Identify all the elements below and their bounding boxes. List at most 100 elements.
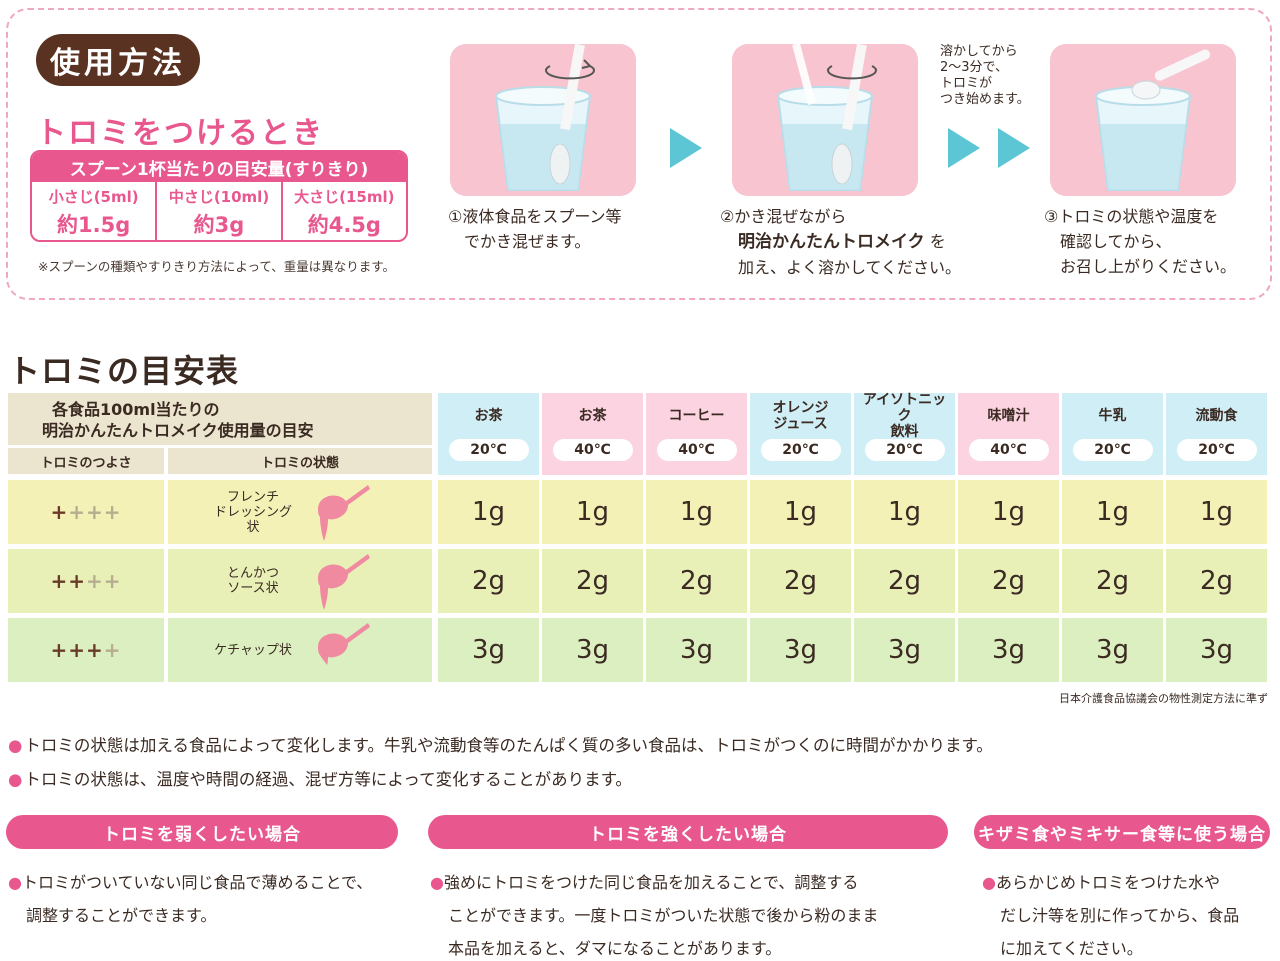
- tip-text-minced: ●あらかじめトロミをつけた水や だし汁等を別に作ってから、食品 に加えてください…: [982, 866, 1272, 961]
- temperature-badge: 40℃: [968, 439, 1049, 461]
- spoon-amount: 約1.5g: [57, 212, 131, 237]
- column-header: お茶 40℃: [542, 393, 643, 475]
- dissolve-note-line: トロミが: [940, 76, 993, 91]
- step1-illustration: [450, 44, 636, 196]
- step2-illustration: [732, 44, 918, 196]
- amount-cell: 1g: [958, 480, 1059, 544]
- food-name: お茶: [474, 408, 503, 424]
- dissolve-note-line: つき始めます。: [940, 92, 1030, 107]
- table-description-line: 明治かんたんトロメイク使用量の目安: [42, 421, 314, 440]
- amount-cell: 2g: [1062, 549, 1163, 613]
- strength-off: ++: [86, 569, 122, 593]
- column-header: アイソトニック 飲料 20℃: [854, 392, 955, 475]
- column-header: 牛乳 20℃: [1062, 393, 1163, 475]
- step-line: ①液体食品をスプーン等: [448, 207, 622, 226]
- temperature-badge: 20℃: [1176, 439, 1257, 461]
- spoon-amount-table: スプーン1杯当たりの目安量(すりきり) 小さじ(5ml) 約1.5g 中さじ(1…: [30, 150, 408, 242]
- column-header: 味噌汁 40℃: [958, 393, 1059, 475]
- column-header: お茶 20℃: [438, 393, 539, 475]
- measurement-source: 日本介護食品協議会の物性測定方法に準ず: [1059, 692, 1268, 705]
- temperature-badge: 20℃: [864, 439, 945, 461]
- food-name: 牛乳: [1098, 408, 1127, 424]
- note-bullet: トロミの状態は加える食品によって変化します。牛乳や流動食等のたんぱく質の多い食品…: [8, 732, 992, 756]
- amount-cell: 1g: [1062, 480, 1163, 544]
- add-thickness-title: トロミをつけるとき: [36, 116, 324, 151]
- strength-indicator: ++++: [8, 549, 164, 613]
- food-name: 流動食: [1195, 408, 1238, 424]
- strength-indicator: ++++: [8, 618, 164, 682]
- step-line: ③トロミの状態や温度を: [1044, 207, 1219, 226]
- step-line: 確認してから、: [1044, 232, 1172, 251]
- amount-cell: 3g: [542, 618, 643, 682]
- tip-title-stronger: トロミを強くしたい場合: [428, 815, 948, 849]
- tip-text-stronger: ●強めにトロミをつけた同じ食品を加えることで、調整する ことができます。一度トロ…: [430, 866, 950, 961]
- step3-illustration: [1050, 44, 1236, 196]
- amount-cell: 2g: [750, 549, 851, 613]
- spoon-size: 中さじ(10ml): [168, 187, 270, 206]
- step-line: 加え、よく溶かしてください。: [738, 258, 962, 277]
- spoon-cell-large: 大さじ(15ml) 約4.5g: [283, 182, 406, 240]
- step1-text: ①液体食品をスプーン等 でかき混ぜます。: [448, 204, 622, 254]
- amount-cell: 1g: [854, 480, 955, 544]
- tip-line: 本品を加えると、ダマになることがあります。: [448, 939, 782, 958]
- step-line: ②かき混ぜながら: [720, 207, 847, 226]
- brand-name: 明治かんたんトロメイク: [738, 232, 925, 252]
- tip-line: ことができます。一度トロミがついた状態で後から粉のまま: [448, 906, 879, 925]
- tip-text-weaker: ●トロミがついていない同じ食品で薄めることで、 調整することができます。: [8, 866, 408, 932]
- amount-cell: 2g: [646, 549, 747, 613]
- amount-cell: 3g: [646, 618, 747, 682]
- step-line: お召し上がりください。: [1044, 257, 1237, 276]
- table-description: 各食品100ml当たりの 明治かんたんトロメイク使用量の目安: [8, 393, 432, 445]
- temperature-badge: 20℃: [1072, 439, 1153, 461]
- temperature-badge: 20℃: [760, 439, 841, 461]
- glass-spoon-icon: [494, 44, 595, 191]
- amount-cell: 1g: [750, 480, 851, 544]
- food-name: オレンジ ジュース: [772, 400, 829, 432]
- tip-line: 調整することができます。: [26, 906, 217, 925]
- thick-liquid-spoon-icon: [318, 485, 370, 541]
- note-bullet: トロミの状態は、温度や時間の経過、混ぜ方等によって変化することがあります。: [8, 766, 632, 790]
- header-state: トロミの状態: [168, 448, 432, 474]
- amount-cell: 3g: [750, 618, 851, 682]
- amount-cell: 2g: [1166, 549, 1267, 613]
- dissolve-note: 溶かしてから 2〜3分で、 トロミが つき始めます。: [940, 44, 1030, 108]
- header-strength: トロミのつよさ: [8, 448, 164, 474]
- amount-cell: 1g: [438, 480, 539, 544]
- amount-cell: 2g: [854, 549, 955, 613]
- step3-text: ③トロミの状態や温度を 確認してから、 お召し上がりください。: [1044, 204, 1236, 279]
- thick-liquid-spoon-icon: [318, 554, 370, 610]
- step-line: でかき混ぜます。: [448, 232, 591, 251]
- tip-line: トロミがついていない同じ食品で薄めることで、: [21, 873, 373, 892]
- spoon-size: 小さじ(5ml): [48, 187, 139, 206]
- state-label: ケチャップ状: [214, 642, 292, 658]
- thick-liquid-spoon-icon: [318, 623, 370, 665]
- glass-spoon-icon: [1094, 49, 1211, 191]
- amount-cell: 3g: [854, 618, 955, 682]
- amount-cell: 2g: [542, 549, 643, 613]
- amount-cell: 2g: [438, 549, 539, 613]
- glass-spoon-icon: [776, 44, 877, 191]
- spoon-amount: 約4.5g: [307, 212, 381, 237]
- amount-cell: 2g: [958, 549, 1059, 613]
- tip-line: あらかじめトロミをつけた水や: [995, 873, 1220, 892]
- arrow-right-icon: [998, 128, 1030, 168]
- food-name: お茶: [578, 408, 607, 424]
- amount-cell: 3g: [438, 618, 539, 682]
- amount-cell: 3g: [1166, 618, 1267, 682]
- spoon-size: 大さじ(15ml): [294, 187, 395, 206]
- temperature-badge: 40℃: [656, 439, 737, 461]
- strength-off: +: [103, 638, 122, 662]
- state-label: フレンチ ドレッシング状: [213, 489, 292, 535]
- food-name: アイソトニック 飲料: [862, 392, 947, 440]
- amount-cell: 1g: [646, 480, 747, 544]
- state-label: とんかつ ソース状: [226, 566, 279, 596]
- strength-on: +: [50, 500, 69, 524]
- dissolve-note-line: 2〜3分で、: [940, 60, 1009, 75]
- column-header: オレンジ ジュース 20℃: [750, 393, 851, 475]
- temperature-badge: 20℃: [448, 439, 529, 461]
- tip-title-weaker: トロミを弱くしたい場合: [6, 815, 398, 849]
- dissolve-note-line: 溶かしてから: [940, 44, 1018, 59]
- tip-line: 強めにトロミをつけた同じ食品を加えることで、調整する: [443, 873, 859, 892]
- usage-badge: 使用方法: [36, 34, 200, 86]
- brand-suffix: を: [929, 232, 946, 251]
